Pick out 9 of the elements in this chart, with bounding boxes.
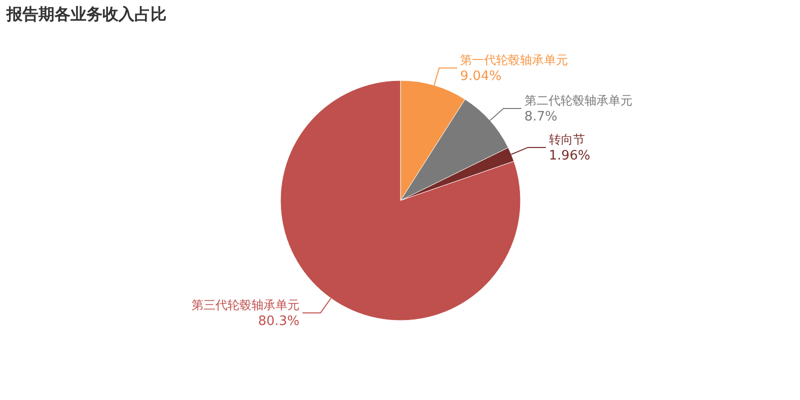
data-label: 80.3% (258, 314, 300, 329)
data-label: 9.04% (460, 69, 502, 84)
slice-label: 第二代轮毂轴承单元 (524, 94, 632, 108)
slice-label: 第三代轮毂轴承单元 (191, 298, 300, 312)
data-label: 8.7% (524, 110, 558, 125)
data-label: 1.96% (548, 148, 590, 164)
slice-label: 第一代轮毂轴承单元 (460, 53, 568, 68)
slice-label: 转向节 (548, 132, 585, 146)
chart-title: 报告期各业务收入占比 (6, 4, 166, 24)
